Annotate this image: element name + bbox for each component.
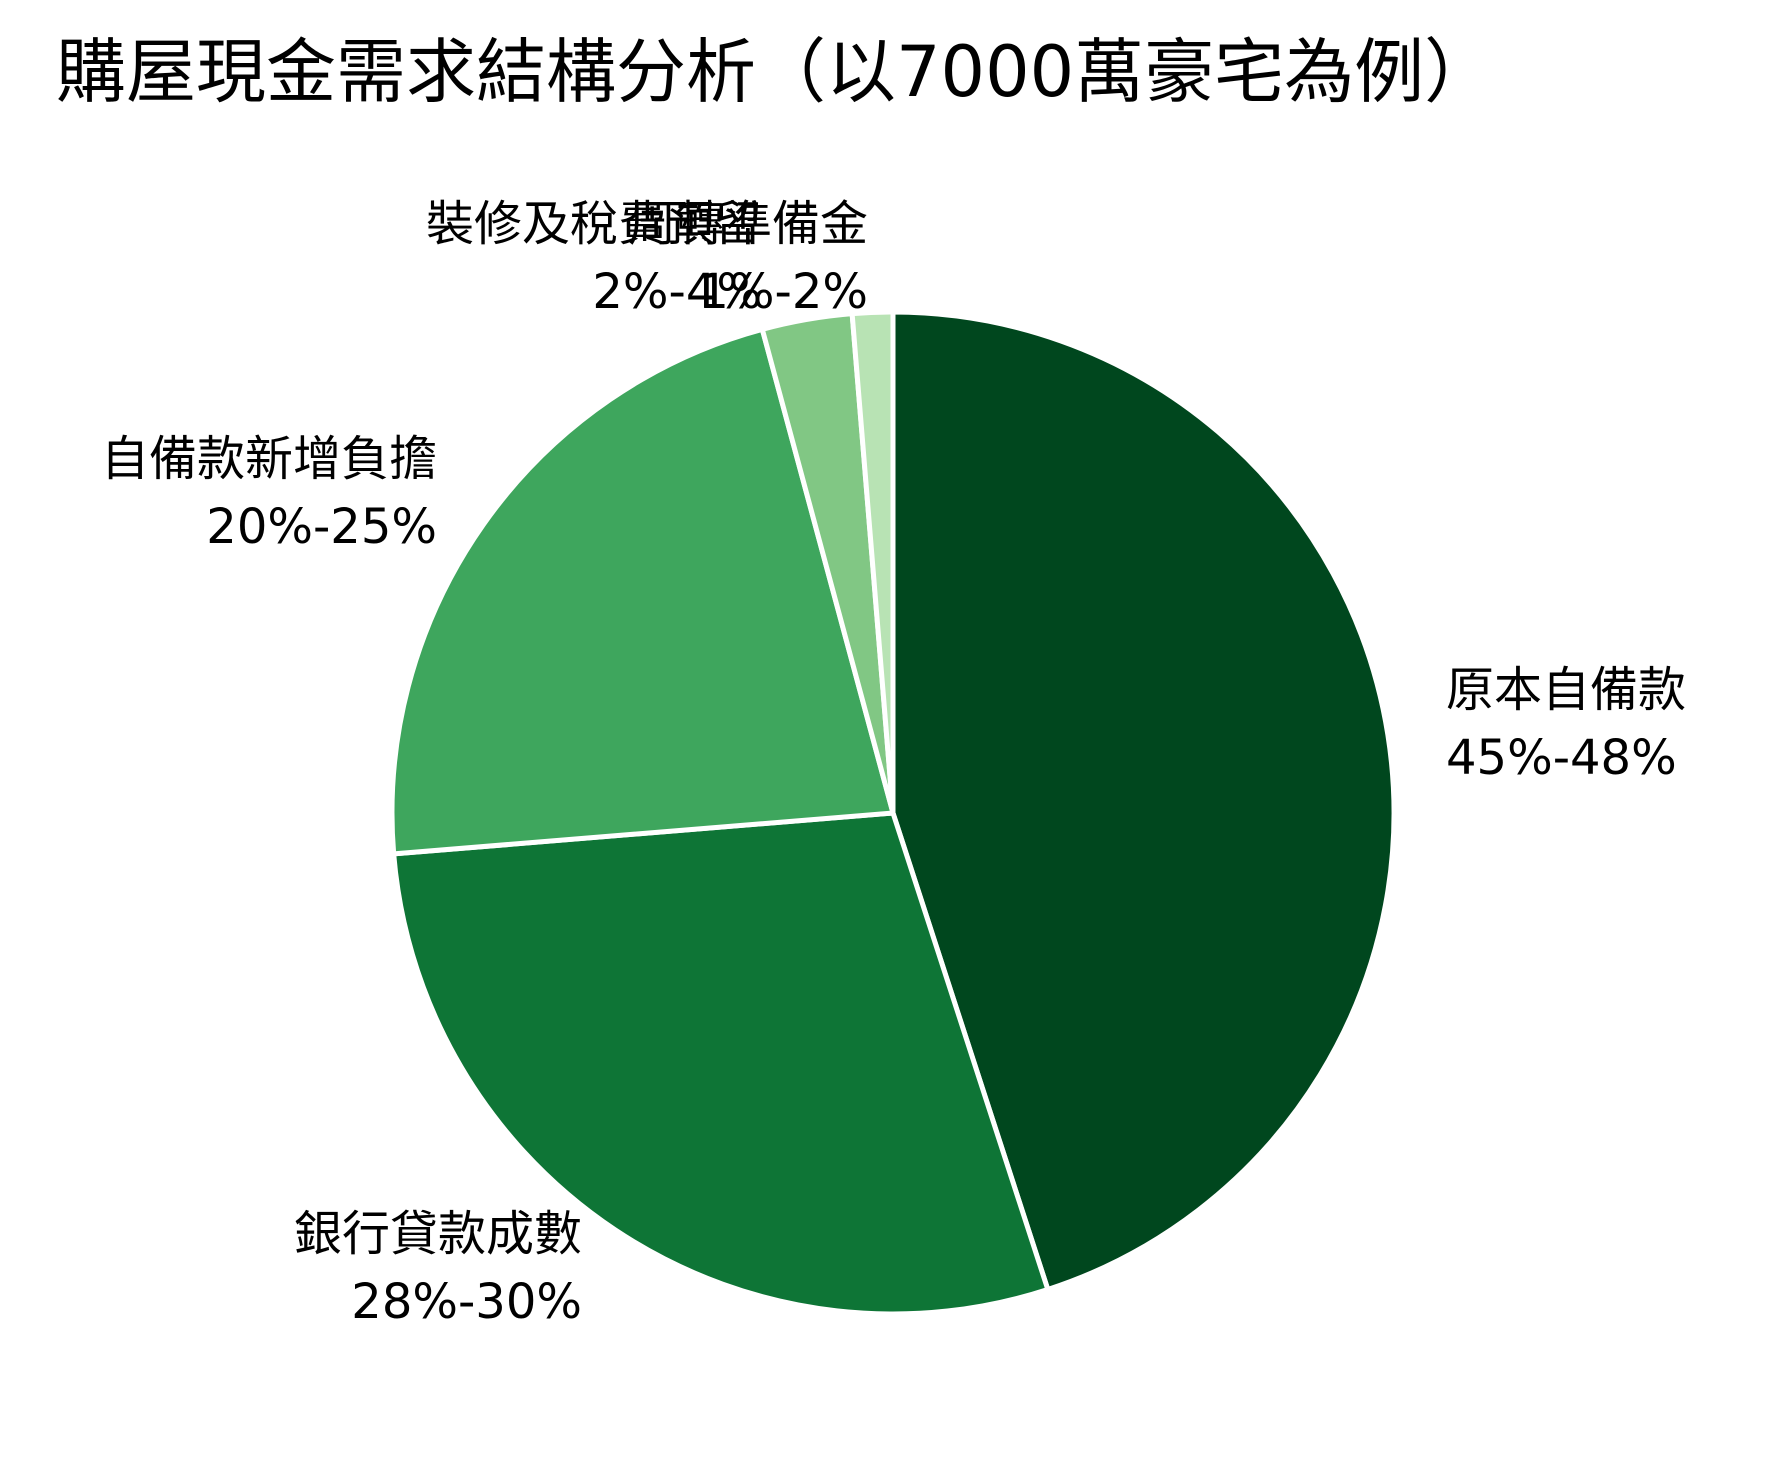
slice-label-5: 周轉準備金 (628, 196, 868, 252)
slice-value-4: 2%-4% (592, 264, 762, 320)
pie-slice-1 (890, 309, 1397, 1292)
slice-label-2: 銀行貸款成數 (294, 1206, 582, 1262)
chart-title: 購屋現金需求結構分析（以7000萬豪宅為例） (56, 31, 1494, 113)
slice-value-2: 28%-30% (351, 1274, 582, 1330)
pie-slice-3 (389, 326, 896, 857)
slice-label-1: 原本自備款 (1446, 662, 1686, 718)
pie-slices (389, 309, 1397, 1317)
slice-label-3: 自備款新增負擔 (101, 431, 437, 487)
slice-labels: 原本自備款 45%-48% 銀行貸款成數 28%-30% 自備款新增負擔 20%-25% 裝… (101, 196, 1686, 1330)
pie-slice-2 (391, 810, 1051, 1317)
slice-value-3: 20%-25% (206, 499, 437, 555)
slice-value-1: 45%-48% (1446, 730, 1677, 786)
slice-value-5: 1%-2% (698, 264, 868, 320)
slice-label-4: 裝修及稅費預留 (426, 196, 762, 252)
pie-slice-5 (849, 309, 896, 816)
